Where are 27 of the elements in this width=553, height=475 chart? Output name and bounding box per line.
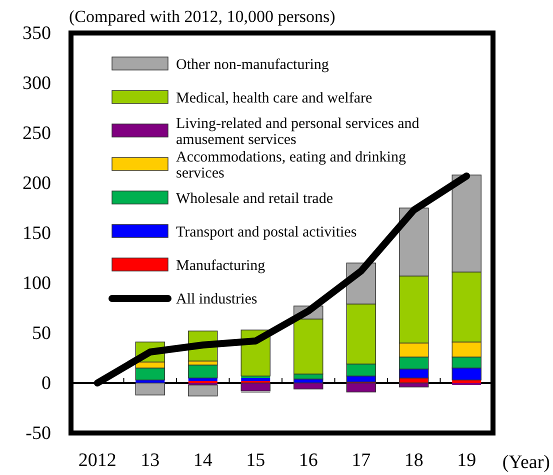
- legend-label: Manufacturing: [176, 258, 266, 274]
- x-tick-label: 19: [457, 450, 476, 471]
- y-tick-label: 350: [22, 23, 51, 44]
- x-tick-label: 18: [404, 450, 424, 471]
- legend-label: Wholesale and retail trade: [176, 191, 334, 207]
- legend-label: Living-related and personal services and amusement services: [176, 116, 420, 148]
- y-tick-label: 0: [42, 373, 51, 394]
- legend-label: Transport and postal activities: [176, 224, 357, 240]
- legend-label: Other non-manufacturing: [176, 57, 330, 73]
- legend-label: All industries: [176, 292, 258, 308]
- x-tick-label: 15: [246, 450, 266, 471]
- y-tick-label: 150: [22, 223, 51, 244]
- y-tick-label: -50: [26, 423, 51, 444]
- x-tick-label: 17: [352, 450, 371, 471]
- legend-label: Medical, health care and welfare: [176, 90, 372, 106]
- legend-label: Accommodations, eating and drinking services: [176, 150, 406, 182]
- x-tick-label: 16: [298, 450, 318, 471]
- y-tick-label: 100: [22, 273, 51, 294]
- x-tick-label: 13: [140, 450, 160, 471]
- y-tick-label: 250: [22, 123, 51, 144]
- y-tick-label: 300: [22, 73, 51, 94]
- y-tick-label: 50: [32, 323, 51, 344]
- y-axis-title: (Compared with 2012, 10,000 persons): [69, 7, 336, 26]
- x-axis-title: (Year): [502, 452, 550, 473]
- x-tick-label: 14: [193, 450, 213, 471]
- y-tick-label: 200: [22, 173, 51, 194]
- x-tick-label: 2012: [78, 450, 116, 471]
